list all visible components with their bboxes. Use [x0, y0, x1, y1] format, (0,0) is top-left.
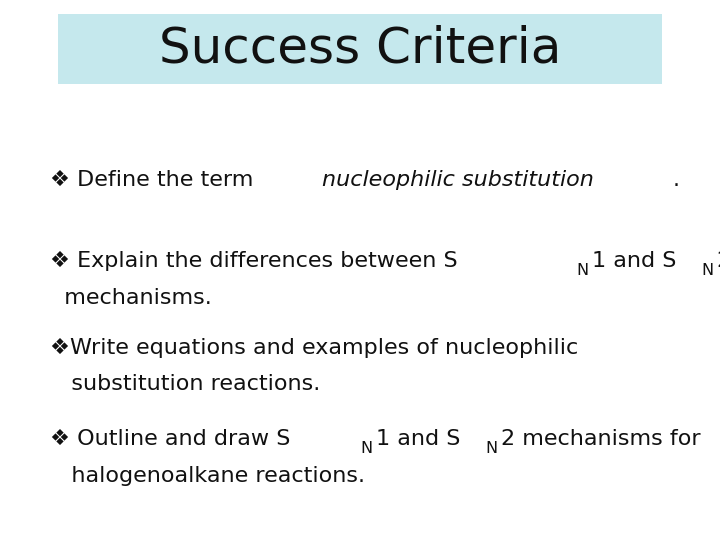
FancyBboxPatch shape: [58, 14, 662, 84]
Text: nucleophilic substitution: nucleophilic substitution: [322, 170, 594, 190]
Text: ❖ Define the term: ❖ Define the term: [50, 170, 261, 190]
Text: 2 mechanisms for: 2 mechanisms for: [500, 429, 701, 449]
Text: N: N: [577, 263, 588, 278]
Text: 2: 2: [716, 251, 720, 271]
Text: mechanisms.: mechanisms.: [50, 288, 212, 308]
Text: N: N: [485, 441, 498, 456]
Text: ❖ Outline and draw S: ❖ Outline and draw S: [50, 429, 291, 449]
Text: 1 and S: 1 and S: [592, 251, 676, 271]
Text: N: N: [361, 441, 373, 456]
Text: N: N: [701, 263, 713, 278]
Text: ❖ Explain the differences between S: ❖ Explain the differences between S: [50, 251, 458, 271]
Text: 1 and S: 1 and S: [377, 429, 461, 449]
Text: .: .: [672, 170, 680, 190]
Text: ❖Write equations and examples of nucleophilic: ❖Write equations and examples of nucleop…: [50, 338, 579, 357]
Text: halogenoalkane reactions.: halogenoalkane reactions.: [50, 466, 365, 486]
Text: Success Criteria: Success Criteria: [159, 25, 561, 72]
Text: substitution reactions.: substitution reactions.: [50, 374, 320, 394]
